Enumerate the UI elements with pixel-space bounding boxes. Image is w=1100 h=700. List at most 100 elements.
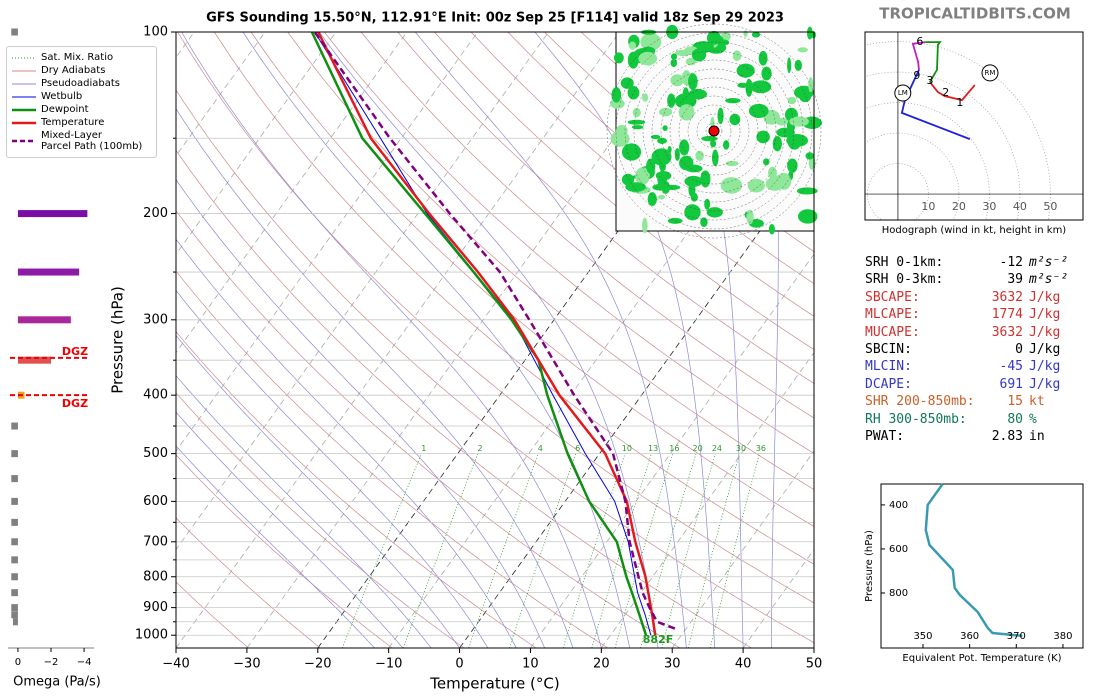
precip-blob (767, 166, 777, 179)
y-tick-label: 400 (889, 500, 908, 511)
height-label: 6 (916, 35, 923, 48)
isobar (633, 50, 795, 212)
x-tick-label: 10 (522, 657, 539, 672)
x-tick-label: 0 (15, 657, 21, 668)
legend-swatch (12, 108, 36, 111)
isobar (669, 86, 759, 176)
precip-blob (710, 139, 717, 148)
precip-blob (737, 82, 748, 88)
precip-blob (763, 158, 770, 166)
dry-adiabat (176, 270, 609, 648)
pseudoadiabat (415, 32, 687, 648)
precip-blob (642, 217, 648, 234)
surface-label: 882F (643, 633, 673, 646)
precip-blob (652, 183, 669, 191)
precip-blob (632, 107, 641, 118)
precip-blob (806, 26, 813, 40)
omega-bar (11, 538, 18, 546)
x-axis-label: Temperature (°C) (429, 675, 559, 693)
y-tick-label: 300 (143, 312, 168, 327)
dry-adiabat (360, 32, 814, 419)
dry-adiabat (176, 210, 680, 648)
precip-blob (745, 78, 753, 97)
dry-adiabat (177, 32, 814, 604)
legend: Sat. Mix. Ratio Dry Adiabats Pseudoadiabat… (6, 46, 157, 158)
precip-blob (621, 173, 635, 186)
precip-blob (688, 73, 698, 91)
mixing-ratio-label: 6 (575, 444, 580, 453)
chart-title: GFS Sounding 15.50°N, 112.91°E Init: 00z… (206, 11, 784, 26)
x-tick-label: 50 (806, 657, 823, 672)
pseudoadiabat (176, 238, 517, 648)
y-tick-label: 700 (143, 534, 168, 549)
omega-bar (11, 450, 18, 458)
parameter-label: MLCIN: (865, 359, 912, 375)
precip-blob (657, 195, 666, 200)
x-tick-label: 380 (1053, 631, 1072, 642)
parameter-label: SRH 0-3km: (865, 272, 944, 288)
parameter-label: DCAPE: (865, 376, 912, 392)
precip-blob (700, 217, 708, 228)
precip-blob (684, 175, 703, 187)
y-tick-label: 600 (143, 494, 168, 509)
legend-item: Pseudoadiabats (7, 78, 156, 89)
parameter-unit: J/kg (1029, 324, 1061, 340)
parameter-unit: J/kg (1029, 289, 1061, 305)
y-axis-label: Pressure (hPa) (109, 286, 127, 394)
pseudoadiabat (242, 32, 631, 648)
hodograph-line (900, 69, 971, 140)
parameter-unit: J/kg (1029, 341, 1061, 357)
isobar (660, 77, 768, 185)
dry-adiabat (176, 392, 465, 648)
precip-blob (789, 116, 809, 127)
mixing-ratio-line (687, 453, 740, 648)
isotherm (176, 32, 408, 354)
parameter-unit: m²s⁻² (1029, 272, 1069, 288)
parameter-value: 3632 (991, 324, 1023, 340)
watermark: TROPICALTIDBITS.COM (879, 5, 1071, 23)
parameter-label: SRH 0-1km: (865, 255, 944, 270)
precip-blob (653, 151, 660, 160)
legend-item: Mixed-Layer Parcel Path (100mb) (7, 130, 156, 152)
precip-blob (717, 107, 724, 125)
hodograph-line (911, 41, 926, 70)
omega-bar (11, 573, 18, 581)
omega-bar (12, 618, 18, 626)
parameter-row: DCAPE: 691 J/kg (865, 377, 1083, 394)
precip-blob (796, 187, 818, 195)
precip-blob (670, 53, 678, 60)
mixing-ratio-label: 10 (622, 444, 632, 453)
mixing-ratio-line (614, 453, 674, 648)
mixing-ratio-line (591, 453, 652, 648)
parameter-label: MLCAPE: (865, 307, 920, 323)
dry-adiabat (176, 89, 814, 644)
mixing-ratio-label: 36 (756, 444, 766, 453)
parameter-label: SBCIN: (865, 341, 912, 357)
dry-adiabat (397, 32, 814, 384)
precip-blob (787, 57, 792, 74)
isobar (687, 104, 741, 158)
x-tick-label: 350 (913, 631, 932, 642)
precip-blob (675, 49, 692, 57)
height-label: 3 (926, 74, 933, 87)
precip-blob (631, 125, 644, 130)
legend-label: Wetbulb (41, 91, 83, 102)
parameter-value: -12 (999, 255, 1023, 270)
precip-blob (674, 148, 680, 161)
isobar (705, 122, 723, 140)
profile-line (314, 32, 652, 636)
omega-bar (17, 356, 51, 364)
x-tick-label: 40 (735, 657, 752, 672)
precip-blob (615, 125, 628, 137)
precip-blob (695, 150, 704, 161)
legend-swatch (12, 57, 36, 58)
precip-blob (732, 50, 742, 62)
pseudoadiabat (176, 334, 460, 648)
dry-adiabat (287, 32, 814, 490)
y-tick-label: 200 (143, 206, 168, 221)
x-tick-label: 0 (455, 657, 463, 672)
legend-label: Temperature (41, 117, 105, 128)
legend-item: Wetbulb (7, 91, 156, 102)
x-tick-label: 50 (1043, 200, 1057, 213)
